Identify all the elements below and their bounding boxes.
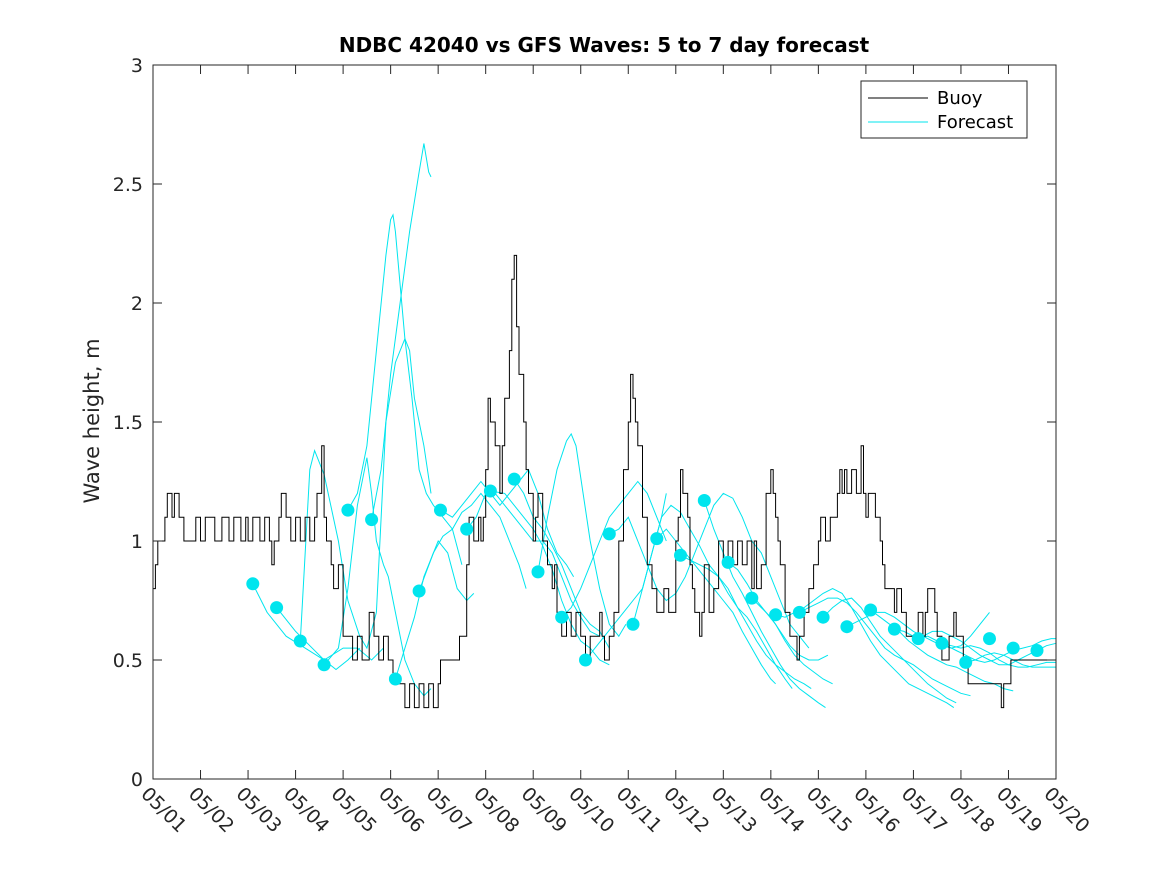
forecast-marker <box>840 620 854 634</box>
y-tick-label: 0.5 <box>113 650 143 672</box>
x-tick-label: 05/11 <box>612 783 666 837</box>
forecast-marker <box>959 655 973 669</box>
forecast-line <box>775 588 955 709</box>
x-tick-label: 05/09 <box>517 783 571 837</box>
x-tick-label: 05/19 <box>992 783 1046 837</box>
x-tick-label: 05/08 <box>469 783 523 837</box>
forecast-marker <box>579 653 592 667</box>
forecast-line <box>418 492 527 592</box>
forecast-line <box>799 597 971 697</box>
plot-frame <box>152 64 1057 780</box>
legend-forecast-label: Forecast <box>937 112 1013 133</box>
forecast-marker <box>792 605 806 619</box>
forecast-marker <box>507 472 521 486</box>
x-axis-ticks: 05/0105/0205/0305/0405/0505/0605/0705/08… <box>136 65 1094 837</box>
y-tick-label: 2 <box>131 293 143 315</box>
forecast-marker <box>745 591 759 605</box>
y-tick-label: 2.5 <box>113 174 143 196</box>
forecast-line <box>299 337 432 650</box>
forecast-marker <box>769 608 783 622</box>
y-tick-label: 0 <box>131 769 143 791</box>
forecast-marker <box>246 577 260 591</box>
forecast-marker <box>270 601 284 615</box>
forecast-line <box>323 457 432 697</box>
forecast-line <box>561 480 667 618</box>
x-tick-label: 05/07 <box>422 783 476 837</box>
chart-title: NDBC 42040 vs GFS Waves: 5 to 7 day fore… <box>339 33 870 57</box>
forecast-line <box>252 583 384 661</box>
forecast-line <box>703 500 826 709</box>
x-tick-label: 05/10 <box>564 783 618 837</box>
forecast-line <box>727 562 833 685</box>
x-tick-label: 05/18 <box>944 783 998 837</box>
y-axis-ticks: 0 0.5 1 1.5 2 2.5 3 <box>113 55 1056 791</box>
x-tick-label: 05/16 <box>849 783 903 837</box>
x-tick-label: 05/05 <box>327 783 381 837</box>
forecast-line <box>751 597 829 661</box>
forecast-marker <box>602 527 616 541</box>
forecast-line <box>609 492 810 649</box>
legend: Buoy Forecast <box>860 80 1028 139</box>
forecast-marker <box>293 634 307 648</box>
forecast-line <box>632 504 793 689</box>
x-tick-label: 05/02 <box>184 783 238 837</box>
forecast-marker <box>531 565 545 579</box>
forecast-line <box>394 540 475 680</box>
forecast-marker <box>412 584 426 598</box>
y-tick-label: 1.5 <box>113 412 143 434</box>
forecast-marker <box>434 503 447 517</box>
forecast-line <box>537 432 627 638</box>
forecast-marker <box>911 632 925 646</box>
x-tick-label: 05/01 <box>136 783 190 837</box>
forecast-marker <box>864 603 878 617</box>
forecast-marker <box>674 548 687 562</box>
y-axis-label: Wave height, m <box>80 338 104 503</box>
forecast-marker <box>365 513 379 527</box>
plot-content <box>153 143 1057 709</box>
x-tick-label: 05/06 <box>374 783 428 837</box>
forecast-marker <box>555 610 569 624</box>
forecast-marker <box>887 622 901 636</box>
forecast-marker <box>483 484 497 498</box>
forecast-line <box>656 528 776 685</box>
forecast-marker <box>388 672 402 686</box>
x-tick-label: 05/03 <box>232 783 286 837</box>
forecast-line <box>513 478 610 649</box>
forecast-marker <box>816 610 830 624</box>
forecast-line <box>941 642 1056 668</box>
y-tick-label: 1 <box>131 531 143 553</box>
forecast-marker <box>626 617 640 631</box>
forecast-line <box>440 468 575 577</box>
forecast-line <box>680 554 812 690</box>
forecast-line <box>371 143 432 520</box>
x-tick-label: 05/15 <box>802 783 856 837</box>
forecast-marker <box>1030 644 1044 657</box>
forecast-marker <box>460 522 474 536</box>
x-tick-label: 05/13 <box>707 783 761 837</box>
x-tick-label: 05/12 <box>659 783 713 837</box>
forecast-line <box>822 597 957 704</box>
legend-buoy-label: Buoy <box>937 88 983 109</box>
y-tick-label: 3 <box>131 55 143 77</box>
forecast-marker <box>721 555 735 569</box>
forecast-marker <box>341 503 355 517</box>
legend-box <box>860 80 1028 139</box>
forecast-marker <box>935 636 949 650</box>
x-tick-label: 05/14 <box>754 783 808 837</box>
forecast-marker <box>983 632 996 646</box>
forecast-marker <box>650 532 664 546</box>
x-tick-label: 05/20 <box>1039 783 1093 837</box>
forecast-marker <box>697 494 711 507</box>
forecast-marker <box>1006 641 1020 655</box>
forecast-marker <box>317 658 331 672</box>
forecast-line <box>490 490 610 666</box>
x-tick-label: 05/17 <box>897 783 951 837</box>
x-tick-label: 05/04 <box>279 783 333 837</box>
